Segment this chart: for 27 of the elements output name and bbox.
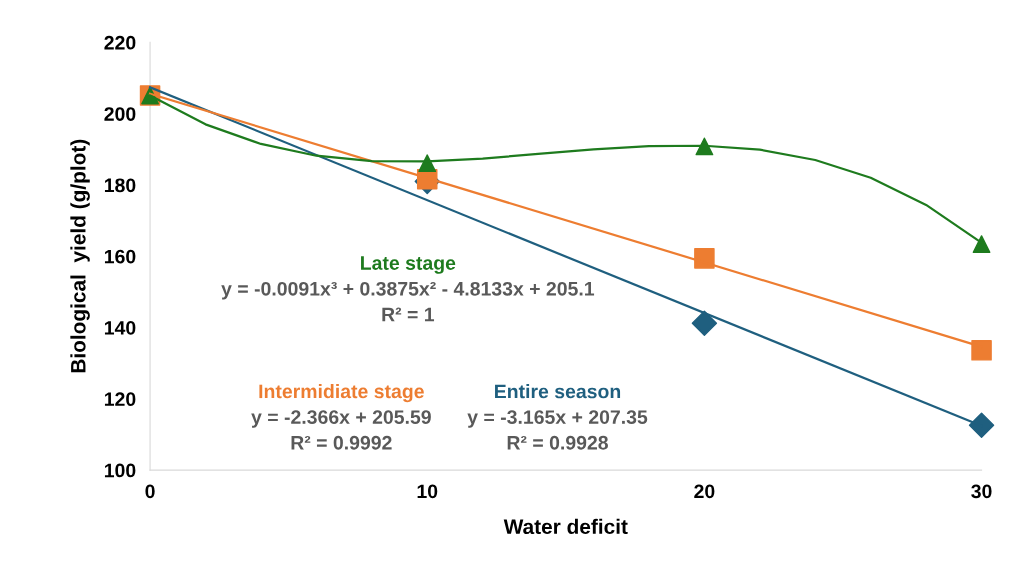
y-tick-label: 160 — [104, 249, 136, 264]
y-tick-label: 220 — [104, 35, 136, 50]
point — [691, 310, 718, 336]
y-tick-label: 140 — [104, 320, 136, 335]
y-tick-label: 180 — [104, 178, 136, 193]
y-tick-label: 120 — [104, 392, 136, 407]
point — [694, 248, 715, 269]
annotation: y = -3.165x + 207.35 — [467, 410, 648, 428]
point — [968, 412, 995, 438]
annotation: R² = 0.9928 — [507, 435, 608, 450]
y-tick-label: 100 — [104, 463, 136, 478]
annotation: y = -0.0091x³ + 0.3875x² - 4.8133x + 205.1 — [221, 281, 595, 300]
y-axis-title: Biological yield (g/plot) — [70, 139, 90, 373]
annotation: R² = 1 — [382, 307, 435, 322]
point — [972, 235, 991, 254]
point — [971, 340, 992, 361]
x-tick-label: 10 — [417, 484, 438, 499]
annotation: Late stage — [361, 256, 456, 274]
x-tick-label: 20 — [694, 484, 715, 499]
annotation: y = -2.366x + 205.59 — [251, 410, 431, 428]
annotation: Intermidiate stage — [259, 383, 424, 403]
y-tick-label: 200 — [104, 107, 136, 121]
x-tick-label: 0 — [145, 484, 155, 499]
annotation: Entire season — [495, 384, 621, 399]
x-tick-label: 30 — [971, 484, 992, 499]
annotation: R² = 0.9992 — [291, 435, 392, 450]
x-axis-title: Water deficit — [503, 518, 628, 535]
